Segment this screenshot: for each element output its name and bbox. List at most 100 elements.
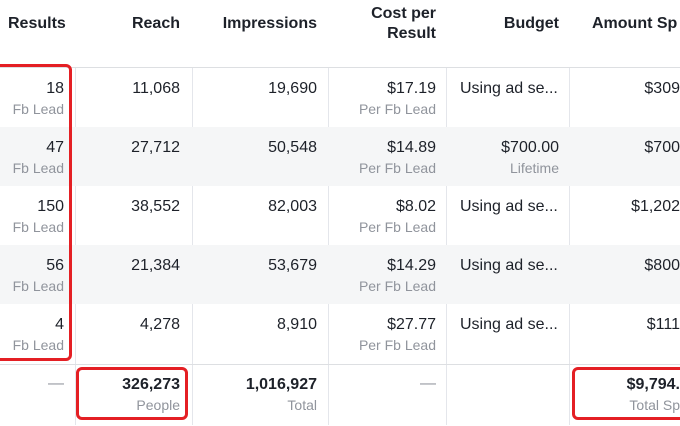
amount-spent-value: $1,202 bbox=[631, 198, 680, 215]
reach-cell: 11,068 bbox=[76, 79, 180, 99]
column-header-cost-per-result-line1: Cost per bbox=[371, 5, 436, 22]
column-header-budget[interactable]: Budget bbox=[447, 0, 559, 67]
results-unit: Fb Lead bbox=[12, 219, 64, 235]
results-value: 56 bbox=[46, 257, 64, 274]
impressions-cell: 8,910 bbox=[193, 315, 317, 335]
table-row[interactable]: 47 Fb Lead 27,712 50,548 $14.89 Per Fb L… bbox=[0, 127, 680, 186]
results-value: 47 bbox=[46, 139, 64, 156]
results-unit: Fb Lead bbox=[12, 160, 64, 176]
amount-spent-value: $800 bbox=[644, 257, 680, 274]
table-row[interactable]: 150 Fb Lead 38,552 82,003 $8.02 Per Fb L… bbox=[0, 186, 680, 245]
budget-value: Using ad se... bbox=[460, 198, 558, 215]
table-row[interactable]: 4 Fb Lead 4,278 8,910 $27.77 Per Fb Lead… bbox=[0, 304, 680, 363]
column-header-impressions-label: Impressions bbox=[222, 15, 317, 32]
budget-value: Using ad se... bbox=[460, 316, 558, 333]
table-row[interactable]: 18 Fb Lead 11,068 19,690 $17.19 Per Fb L… bbox=[0, 68, 680, 127]
results-value: 18 bbox=[46, 80, 64, 97]
column-divider bbox=[446, 0, 447, 425]
cost-per-result-cell: $14.29 Per Fb Lead bbox=[329, 256, 436, 295]
budget-cell: $700.00 Lifetime bbox=[447, 138, 559, 177]
budget-type: Lifetime bbox=[509, 160, 559, 176]
column-header-cost-per-result-line2: Result bbox=[387, 25, 436, 42]
cost-per-result-value: $8.02 bbox=[395, 198, 436, 215]
amount-spent-value: $309 bbox=[644, 80, 680, 97]
amount-spent-total-value: $9,794. bbox=[626, 376, 680, 393]
reach-value: 4,278 bbox=[139, 316, 180, 333]
table-header: Results Reach Impressions Cost per Resul… bbox=[0, 0, 680, 68]
column-header-cost-per-result[interactable]: Cost per Result bbox=[329, 0, 436, 67]
budget-cell: Using ad se... bbox=[460, 197, 569, 217]
results-cell: 47 Fb Lead bbox=[0, 138, 64, 177]
results-column-highlight bbox=[0, 64, 72, 361]
cost-per-result-cell: $17.19 Per Fb Lead bbox=[329, 79, 436, 118]
results-cell: 150 Fb Lead bbox=[0, 197, 64, 236]
reach-value: 38,552 bbox=[131, 198, 180, 215]
column-divider bbox=[75, 0, 76, 425]
results-cell: 4 Fb Lead bbox=[0, 315, 64, 354]
impressions-value: 53,679 bbox=[268, 257, 317, 274]
results-cell: 56 Fb Lead bbox=[0, 256, 64, 295]
budget-value: $700.00 bbox=[501, 139, 559, 156]
cost-per-result-total-value: — bbox=[420, 375, 436, 392]
column-header-results[interactable]: Results bbox=[8, 0, 68, 67]
amount-spent-total-unit: Total Sp bbox=[629, 397, 680, 413]
reach-total-unit: People bbox=[136, 397, 180, 413]
results-value: 150 bbox=[37, 198, 64, 215]
reach-cell: 21,384 bbox=[76, 256, 180, 276]
column-header-amount-spent-label: Amount Sp bbox=[592, 15, 678, 32]
cost-per-result-value: $17.19 bbox=[387, 80, 436, 97]
column-divider bbox=[569, 0, 570, 425]
results-total-value: — bbox=[48, 375, 64, 392]
column-header-amount-spent[interactable]: Amount Sp bbox=[592, 0, 680, 67]
reach-total-cell: 326,273 People bbox=[76, 375, 180, 414]
budget-cell: Using ad se... bbox=[460, 256, 569, 276]
budget-value: Using ad se... bbox=[460, 257, 558, 274]
results-cell: 18 Fb Lead bbox=[0, 79, 64, 118]
impressions-value: 82,003 bbox=[268, 198, 317, 215]
amount-spent-total-cell: $9,794. Total Sp bbox=[570, 375, 680, 414]
table-row[interactable]: 56 Fb Lead 21,384 53,679 $14.29 Per Fb L… bbox=[0, 245, 680, 304]
results-unit: Fb Lead bbox=[12, 337, 64, 353]
reach-value: 11,068 bbox=[132, 80, 180, 97]
results-total-cell: — bbox=[0, 375, 64, 393]
impressions-total-unit: Total bbox=[287, 397, 317, 413]
column-header-impressions[interactable]: Impressions bbox=[193, 0, 317, 67]
amount-spent-cell: $309 bbox=[570, 79, 680, 99]
column-header-reach[interactable]: Reach bbox=[76, 0, 180, 67]
cost-per-result-unit: Per Fb Lead bbox=[358, 278, 436, 294]
column-divider bbox=[328, 0, 329, 425]
impressions-value: 19,690 bbox=[268, 80, 317, 97]
amount-spent-total-highlight bbox=[572, 367, 680, 420]
budget-value: Using ad se... bbox=[460, 80, 558, 97]
impressions-total-cell: 1,016,927 Total bbox=[193, 375, 317, 414]
amount-spent-cell: $800 bbox=[570, 256, 680, 276]
results-value: 4 bbox=[55, 316, 64, 333]
column-divider bbox=[192, 0, 193, 425]
impressions-cell: 53,679 bbox=[193, 256, 317, 276]
impressions-cell: 19,690 bbox=[193, 79, 317, 99]
reach-total-highlight bbox=[76, 367, 188, 420]
reach-cell: 27,712 bbox=[76, 138, 180, 158]
cost-per-result-cell: $27.77 Per Fb Lead bbox=[329, 315, 436, 354]
reach-cell: 38,552 bbox=[76, 197, 180, 217]
reach-value: 27,712 bbox=[131, 139, 180, 156]
cost-per-result-unit: Per Fb Lead bbox=[358, 337, 436, 353]
cost-per-result-value: $27.77 bbox=[387, 316, 436, 333]
column-header-results-label: Results bbox=[8, 15, 66, 32]
amount-spent-value: $111 bbox=[646, 316, 680, 333]
results-unit: Fb Lead bbox=[12, 101, 64, 117]
cost-per-result-cell: $14.89 Per Fb Lead bbox=[329, 138, 436, 177]
reach-cell: 4,278 bbox=[76, 315, 180, 335]
totals-row: — 326,273 People 1,016,927 Total — $9,79… bbox=[0, 364, 680, 426]
column-header-budget-label: Budget bbox=[503, 15, 559, 32]
budget-cell: Using ad se... bbox=[460, 79, 569, 99]
amount-spent-cell: $1,202 bbox=[570, 197, 680, 217]
cost-per-result-unit: Per Fb Lead bbox=[358, 160, 436, 176]
impressions-total-value: 1,016,927 bbox=[245, 376, 317, 393]
amount-spent-cell: $111 bbox=[570, 315, 680, 335]
budget-cell: Using ad se... bbox=[460, 315, 569, 335]
column-header-reach-label: Reach bbox=[131, 15, 180, 32]
amount-spent-value: $700 bbox=[644, 139, 680, 156]
amount-spent-cell: $700 bbox=[570, 138, 680, 158]
cost-per-result-value: $14.29 bbox=[387, 257, 436, 274]
